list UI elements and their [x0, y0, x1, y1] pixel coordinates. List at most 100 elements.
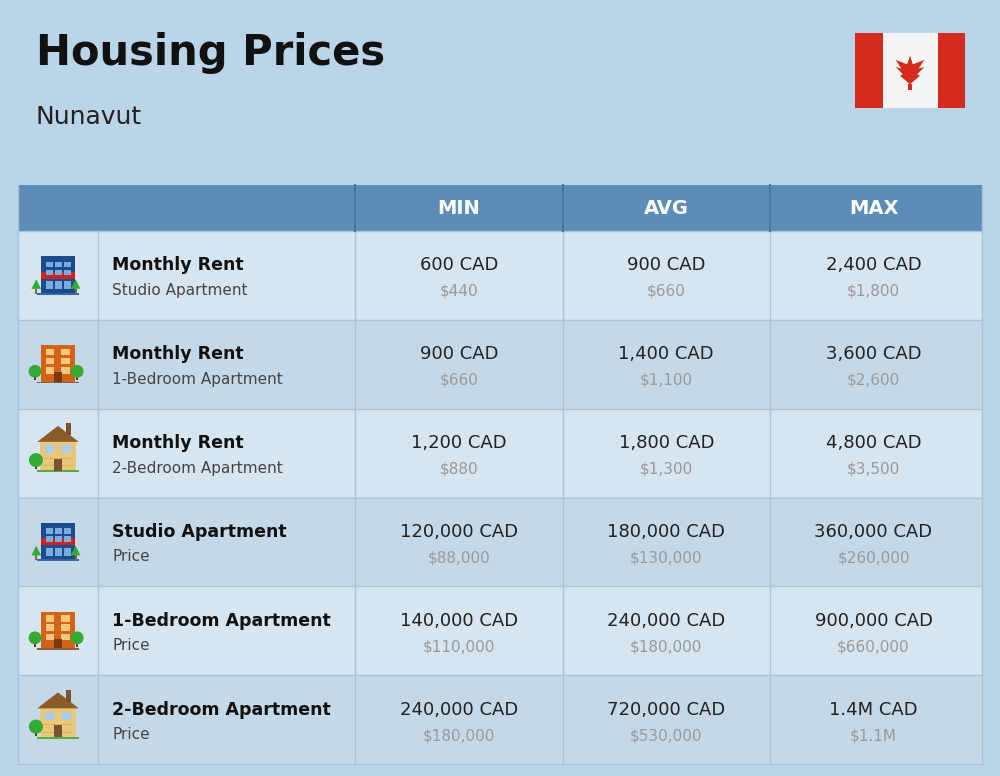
Polygon shape — [71, 546, 80, 556]
Text: $110,000: $110,000 — [423, 639, 495, 654]
Bar — [64, 269, 71, 275]
Bar — [35, 289, 37, 293]
Text: $1.1M: $1.1M — [850, 728, 897, 743]
Text: 1,200 CAD: 1,200 CAD — [411, 434, 507, 452]
Text: 120,000 CAD: 120,000 CAD — [400, 523, 518, 541]
Circle shape — [29, 365, 41, 378]
Text: Monthly Rent: Monthly Rent — [112, 345, 244, 363]
Bar — [18, 231, 982, 320]
Text: Studio Apartment: Studio Apartment — [112, 523, 287, 541]
Bar — [18, 409, 982, 497]
Circle shape — [71, 632, 84, 644]
Text: 240,000 CAD: 240,000 CAD — [400, 701, 518, 719]
Text: Housing Prices: Housing Prices — [36, 32, 385, 74]
Bar — [75, 556, 77, 560]
Text: 600 CAD: 600 CAD — [420, 256, 498, 275]
Bar — [41, 345, 75, 382]
Bar — [64, 548, 71, 556]
Bar — [18, 497, 982, 587]
Bar — [908, 84, 912, 90]
Text: $530,000: $530,000 — [630, 728, 703, 743]
Polygon shape — [31, 546, 41, 556]
Circle shape — [29, 632, 41, 644]
Bar — [40, 442, 76, 471]
Bar — [46, 625, 54, 631]
Bar — [938, 33, 965, 108]
Circle shape — [29, 719, 43, 733]
Bar — [18, 185, 982, 231]
Bar — [18, 675, 982, 764]
Text: $660: $660 — [440, 372, 478, 388]
Text: $2,600: $2,600 — [847, 372, 900, 388]
Bar — [55, 528, 62, 534]
Text: $440: $440 — [440, 284, 478, 299]
Bar — [55, 269, 62, 275]
Text: 2-Bedroom Apartment: 2-Bedroom Apartment — [112, 701, 331, 719]
Bar — [37, 737, 79, 739]
Bar — [64, 262, 71, 268]
Bar — [46, 262, 53, 268]
Text: 2,400 CAD: 2,400 CAD — [826, 256, 921, 275]
Text: $1,100: $1,100 — [640, 372, 693, 388]
Bar — [34, 640, 36, 646]
Text: $660,000: $660,000 — [837, 639, 910, 654]
Text: $260,000: $260,000 — [837, 550, 910, 566]
Bar — [41, 611, 75, 649]
Text: $88,000: $88,000 — [428, 550, 490, 566]
Bar — [61, 349, 70, 355]
Bar — [54, 372, 62, 382]
Bar — [61, 634, 70, 640]
Bar — [35, 729, 37, 736]
Bar — [64, 536, 71, 542]
Polygon shape — [71, 279, 80, 289]
Bar — [54, 639, 62, 649]
Bar — [35, 556, 37, 560]
Polygon shape — [37, 692, 79, 708]
Text: $660: $660 — [647, 284, 686, 299]
Text: Monthly Rent: Monthly Rent — [112, 434, 244, 452]
Bar — [18, 587, 982, 675]
Bar — [64, 528, 71, 534]
Bar — [35, 462, 37, 469]
Text: 900,000 CAD: 900,000 CAD — [815, 611, 933, 630]
Polygon shape — [37, 426, 79, 442]
Bar — [46, 269, 53, 275]
Text: 2-Bedroom Apartment: 2-Bedroom Apartment — [112, 461, 283, 476]
Bar — [41, 256, 75, 293]
Bar — [855, 33, 965, 108]
Text: 180,000 CAD: 180,000 CAD — [607, 523, 725, 541]
Text: 1.4M CAD: 1.4M CAD — [829, 701, 918, 719]
Bar — [37, 382, 79, 383]
Bar — [46, 349, 54, 355]
Bar — [41, 523, 75, 559]
Bar — [46, 634, 54, 640]
Bar — [55, 536, 62, 542]
Bar — [54, 725, 62, 737]
Bar — [34, 374, 36, 380]
Bar — [46, 548, 53, 556]
Bar — [61, 625, 70, 631]
Text: 140,000 CAD: 140,000 CAD — [400, 611, 518, 630]
Text: 1,400 CAD: 1,400 CAD — [618, 345, 714, 363]
Bar — [855, 33, 883, 108]
Polygon shape — [896, 56, 924, 85]
Text: 1,800 CAD: 1,800 CAD — [619, 434, 714, 452]
Bar — [46, 368, 54, 374]
Bar — [55, 548, 62, 556]
Text: 3,600 CAD: 3,600 CAD — [826, 345, 921, 363]
Text: Studio Apartment: Studio Apartment — [112, 283, 248, 298]
Text: $3,500: $3,500 — [847, 462, 900, 476]
Text: 1-Bedroom Apartment: 1-Bedroom Apartment — [112, 611, 331, 630]
Text: 1-Bedroom Apartment: 1-Bedroom Apartment — [112, 372, 283, 386]
Text: 360,000 CAD: 360,000 CAD — [814, 523, 933, 541]
Text: Price: Price — [112, 727, 150, 742]
Bar — [37, 559, 79, 561]
Text: $180,000: $180,000 — [630, 639, 702, 654]
Text: 240,000 CAD: 240,000 CAD — [607, 611, 725, 630]
Bar — [45, 712, 54, 719]
Bar — [62, 712, 71, 719]
Text: $180,000: $180,000 — [423, 728, 495, 743]
Polygon shape — [31, 279, 41, 289]
Bar — [46, 536, 53, 542]
Text: $1,300: $1,300 — [640, 462, 693, 476]
